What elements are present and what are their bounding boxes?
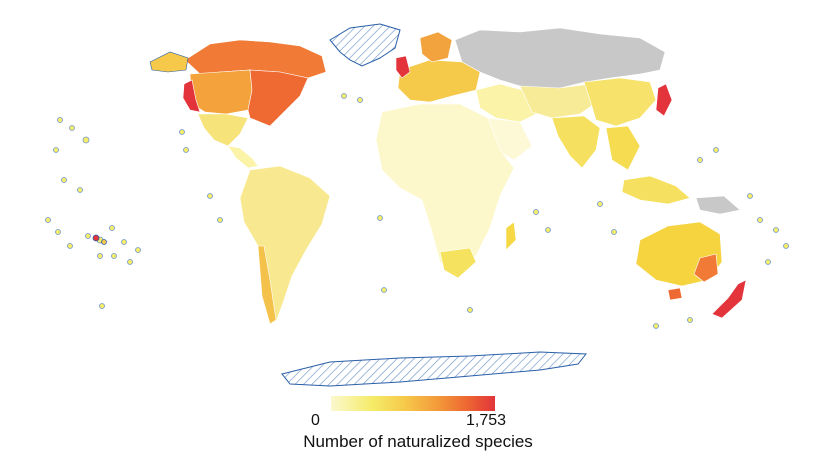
- china-region: [583, 77, 657, 127]
- hawaii-markers: [92, 234, 107, 245]
- south-america-region: [239, 165, 331, 323]
- indonesia-region: [621, 175, 691, 205]
- chile-region: [257, 245, 277, 325]
- madagascar-region: [505, 221, 517, 251]
- southeast-asia-region: [605, 125, 641, 171]
- new-guinea-region: [695, 195, 741, 215]
- scandinavia-region: [419, 31, 453, 63]
- africa-region: [375, 103, 515, 277]
- australia-southeast-region: [693, 253, 719, 283]
- south-africa-region: [439, 247, 477, 279]
- california-region: [182, 79, 201, 113]
- antarctica-region: [281, 351, 588, 387]
- europe-region: [397, 59, 481, 103]
- india-region: [551, 115, 601, 169]
- japan-region: [655, 83, 673, 117]
- uk-region: [395, 55, 411, 79]
- central-asia-region: [519, 83, 601, 119]
- usa-west-region: [189, 69, 253, 115]
- greenland-region: [329, 23, 401, 67]
- alaska-region: [149, 51, 189, 73]
- central-america-region: [227, 145, 259, 169]
- mexico-region: [197, 113, 249, 147]
- usa-east-region: [247, 69, 309, 127]
- tasmania-region: [667, 287, 683, 301]
- new-zealand-region: [711, 279, 747, 319]
- island-markers: [45, 93, 789, 329]
- russia-region: [454, 27, 666, 93]
